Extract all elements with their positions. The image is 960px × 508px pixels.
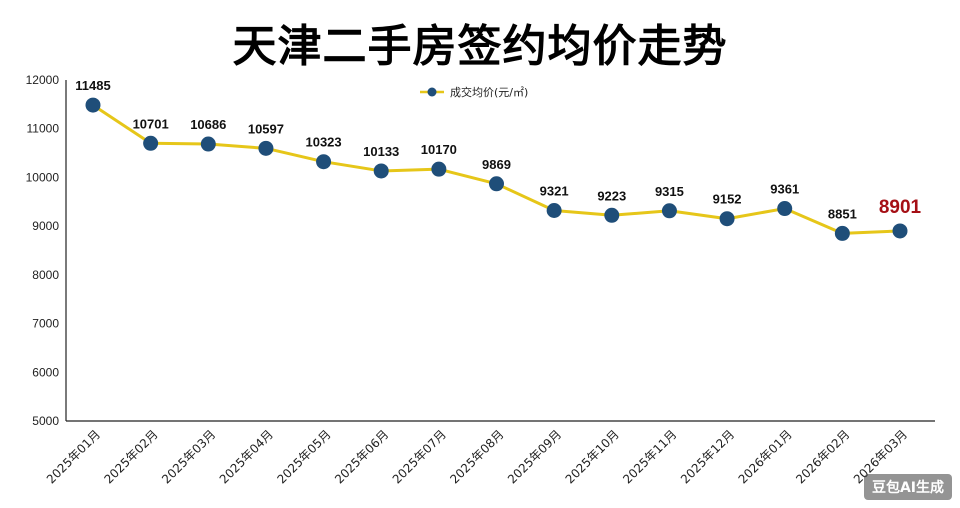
data-point [777, 201, 793, 217]
x-tick-label: 2025年09月 [505, 427, 564, 486]
x-tick-label: 2025年04月 [217, 427, 276, 486]
data-point [316, 154, 332, 170]
y-tick-label: 11000 [27, 122, 60, 136]
data-point [373, 163, 389, 179]
data-label: 8851 [828, 206, 857, 221]
data-point [258, 140, 274, 156]
data-point [661, 203, 677, 219]
x-tick-label: 2025年01月 [44, 427, 103, 486]
x-tick-label: 2025年07月 [390, 427, 449, 486]
data-label: 9361 [770, 182, 799, 197]
x-tick-label: 2025年12月 [678, 427, 737, 486]
x-tick-label: 2025年05月 [274, 427, 333, 486]
data-point [143, 135, 159, 151]
data-point [719, 211, 735, 227]
x-tick-label: 2025年02月 [101, 427, 160, 486]
x-tick-label: 2025年08月 [447, 427, 506, 486]
data-label: 8901 [879, 197, 922, 218]
data-label: 9869 [482, 157, 511, 172]
y-tick-label: 12000 [26, 73, 60, 87]
chart-title: 天津二手房签约均价走势 [232, 21, 728, 72]
data-label: 10597 [248, 121, 284, 136]
x-tick-label: 2025年11月 [620, 427, 679, 486]
data-label: 10323 [305, 135, 341, 150]
legend-marker [427, 87, 437, 97]
y-tick-label: 8000 [32, 268, 59, 282]
data-point [489, 176, 504, 192]
x-tick-label: 2026年01月 [736, 427, 795, 486]
y-tick-label: 10000 [26, 170, 60, 184]
x-tick-label: 2025年06月 [332, 427, 391, 486]
data-label: 10686 [190, 117, 226, 132]
data-label: 9223 [597, 188, 626, 203]
data-label: 9315 [655, 184, 684, 199]
data-point [604, 207, 620, 223]
data-point [85, 97, 101, 113]
data-label: 9321 [540, 184, 569, 199]
y-tick-label: 9000 [32, 219, 59, 233]
legend-label: 成交均价(元/㎡) [450, 85, 528, 99]
x-tick-label: 2026年02月 [793, 427, 852, 486]
y-tick-label: 6000 [32, 365, 59, 379]
data-point [200, 136, 216, 152]
data-label: 10170 [421, 142, 457, 157]
watermark: 豆包AI生成 [863, 474, 952, 500]
x-tick-label: 2025年10月 [563, 427, 622, 486]
data-label: 9152 [713, 192, 742, 207]
x-tick-label: 2025年03月 [159, 427, 218, 486]
data-point [546, 203, 562, 219]
data-point [431, 161, 447, 177]
data-label: 11485 [75, 78, 110, 93]
data-point [834, 225, 850, 241]
data-point [892, 223, 908, 239]
data-label: 10133 [363, 144, 399, 159]
y-tick-label: 5000 [32, 414, 59, 428]
data-label: 10701 [133, 116, 169, 131]
y-tick-label: 7000 [32, 317, 59, 331]
